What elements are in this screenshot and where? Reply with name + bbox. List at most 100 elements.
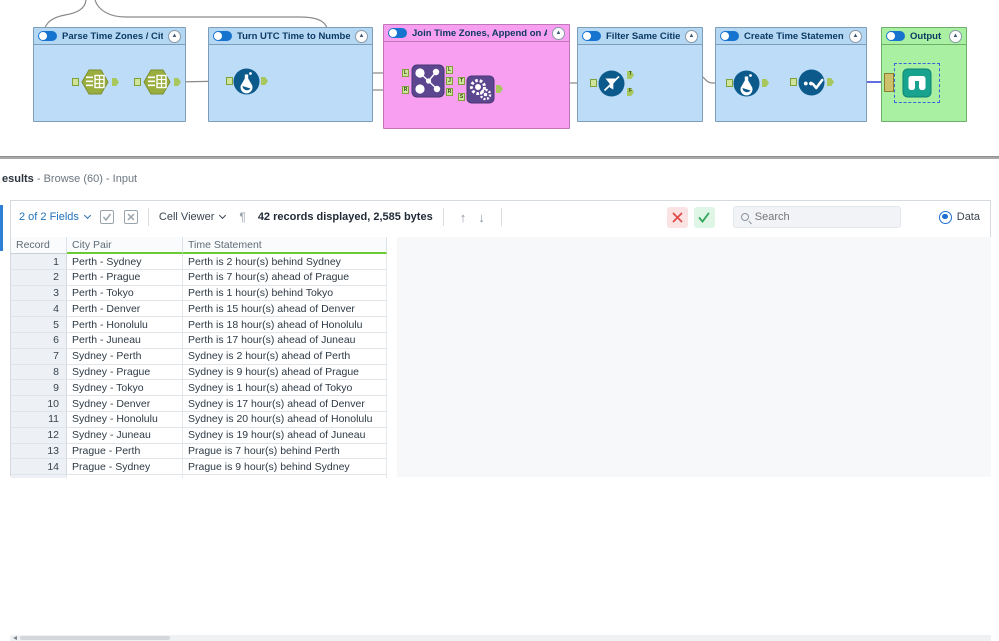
partial-row	[11, 475, 387, 479]
column-header-time-statement[interactable]: Time Statement	[183, 237, 387, 254]
collapse-button[interactable]: ▲	[355, 29, 368, 43]
table-row[interactable]: 11 Sydney - Honolulu Sydney is 20 hour(s…	[11, 411, 387, 428]
tool-output-anchor[interactable]	[496, 85, 503, 93]
tool-input-anchor[interactable]	[590, 79, 597, 87]
table-row[interactable]: 2 Perth - Prague Perth is 7 hour(s) ahea…	[11, 269, 387, 286]
tool-output-anchor[interactable]	[261, 77, 268, 85]
scroll-left-arrow-icon[interactable]	[13, 636, 17, 640]
tool-input-anchor[interactable]	[726, 79, 733, 87]
time-statement-cell: Sydney is 20 hour(s) ahead of Honolulu	[183, 411, 387, 428]
workflow-canvas[interactable]: Parse Time Zones / Cities ▲ Turn UTC Tim…	[0, 0, 999, 156]
chevron-down-icon	[219, 211, 227, 220]
join-output-right-anchor[interactable]: R	[446, 88, 453, 96]
record-count-label: 42 records displayed, 2,585 bytes	[257, 211, 433, 223]
browse-selection-box	[894, 63, 940, 103]
tool-output-anchor[interactable]	[762, 79, 769, 87]
join-output-left-anchor[interactable]: L	[446, 66, 453, 74]
scrollbar-thumb[interactable]	[20, 636, 170, 640]
city-pair-cell: Prague - Sydney	[67, 459, 183, 476]
time-statement-cell: Perth is 18 hour(s) ahead of Honolulu	[183, 317, 387, 333]
results-tab-indicator[interactable]	[0, 205, 3, 251]
tool-input-anchor[interactable]	[790, 78, 797, 86]
tool-input-anchor[interactable]	[72, 78, 79, 86]
time-statement-cell: Sydney is 19 hour(s) ahead of Juneau	[183, 427, 387, 444]
apply-button[interactable]	[693, 206, 715, 228]
container-output[interactable]: Output ▲	[881, 27, 967, 122]
collapse-button[interactable]: ▲	[849, 29, 862, 43]
collapse-button[interactable]: ▲	[949, 29, 962, 43]
whitespace-toggle-icon[interactable]: ¶	[239, 210, 246, 224]
join-input-left-anchor[interactable]: L	[402, 69, 409, 77]
search-box[interactable]	[732, 206, 901, 228]
container-enable-toggle[interactable]	[213, 31, 232, 41]
results-toolbar: 2 of 2 Fields Cell Viewer ¶ 42 records d…	[11, 201, 990, 233]
table-row[interactable]: 6 Perth - Juneau Perth is 17 hour(s) ahe…	[11, 332, 387, 349]
table-row[interactable]: 10 Sydney - Denver Sydney is 17 hour(s) …	[11, 396, 387, 412]
table-row[interactable]: 14 Prague - Sydney Prague is 9 hour(s) b…	[11, 459, 387, 476]
column-header-city-pair[interactable]: City Pair	[67, 237, 183, 254]
container-enable-toggle[interactable]	[720, 31, 739, 41]
formula-tool-2[interactable]	[733, 70, 760, 102]
city-pair-cell: Perth - Sydney	[67, 254, 183, 270]
browse-tool[interactable]	[902, 68, 932, 103]
horizontal-scrollbar[interactable]	[10, 635, 991, 641]
column-header-record[interactable]: Record	[11, 237, 67, 254]
append-source-anchor[interactable]: S	[458, 93, 465, 101]
table-row[interactable]: 8 Sydney - Prague Sydney is 9 hour(s) ah…	[11, 364, 387, 381]
tool-input-anchor[interactable]	[226, 77, 233, 85]
container-enable-toggle[interactable]	[38, 31, 57, 41]
table-row[interactable]: 13 Prague - Perth Prague is 7 hour(s) be…	[11, 443, 387, 460]
table-row[interactable]: 9 Sydney - Tokyo Sydney is 1 hour(s) ahe…	[11, 380, 387, 397]
filter-true-anchor[interactable]: T	[627, 71, 634, 79]
container-title: Filter Same Cities	[606, 30, 680, 42]
join-input-right-anchor[interactable]: R	[402, 86, 409, 94]
cell-viewer-dropdown[interactable]: Cell Viewer	[159, 211, 227, 223]
join-tool[interactable]	[411, 64, 445, 103]
deselect-checkbox-icon[interactable]	[123, 210, 138, 224]
time-statement-cell: Sydney is 17 hour(s) ahead of Denver	[183, 396, 387, 412]
select-all-checkbox-icon[interactable]	[99, 210, 114, 224]
collapse-button[interactable]: ▲	[685, 29, 698, 43]
table-row[interactable]: 7 Sydney - Perth Sydney is 2 hour(s) ahe…	[11, 348, 387, 365]
table-row[interactable]: 12 Sydney - Juneau Sydney is 19 hour(s) …	[11, 427, 387, 444]
collapse-button[interactable]: ▲	[552, 26, 565, 40]
results-panel: esults - Browse (60) - Input 2 of 2 Fiel…	[0, 159, 999, 641]
tool-output-anchor[interactable]	[112, 78, 119, 86]
collapse-button[interactable]: ▲	[168, 29, 181, 43]
filter-false-anchor[interactable]: F	[627, 88, 634, 96]
filter-tool[interactable]	[598, 70, 625, 102]
table-row[interactable]: 1 Perth - Sydney Perth is 2 hour(s) behi…	[11, 254, 387, 270]
fields-dropdown[interactable]: 2 of 2 Fields	[19, 211, 91, 223]
time-statement-cell: Prague is 7 hour(s) behind Perth	[183, 443, 387, 460]
arrow-up-icon[interactable]: ↑	[459, 209, 467, 225]
city-pair-cell: Sydney - Prague	[67, 364, 183, 381]
city-pair-cell: Prague - Perth	[67, 443, 183, 460]
panel-splitter[interactable]	[0, 156, 999, 159]
chevron-down-icon	[83, 211, 91, 220]
select-tool[interactable]	[798, 69, 825, 101]
cancel-button[interactable]	[666, 206, 688, 228]
append-target-anchor[interactable]: T	[458, 77, 465, 85]
tool-input-anchor[interactable]	[134, 78, 141, 86]
tool-output-anchor[interactable]	[174, 78, 181, 86]
tool-output-anchor[interactable]	[827, 78, 834, 86]
data-radio-button[interactable]	[938, 210, 952, 224]
container-enable-toggle[interactable]	[886, 31, 905, 41]
container-enable-toggle[interactable]	[388, 28, 407, 38]
append-fields-tool[interactable]	[466, 75, 495, 109]
container-enable-toggle[interactable]	[582, 31, 601, 41]
text-to-columns-tool-1[interactable]	[80, 67, 110, 102]
table-row[interactable]: 5 Perth - Honolulu Perth is 18 hour(s) a…	[11, 317, 387, 333]
join-output-join-anchor[interactable]: J	[446, 77, 453, 85]
table-row[interactable]: 4 Perth - Denver Perth is 15 hour(s) ahe…	[11, 301, 387, 318]
container-turn-utc[interactable]: Turn UTC Time to Number ▲	[208, 27, 373, 122]
arrow-down-icon[interactable]: ↓	[478, 209, 485, 225]
city-pair-cell: Perth - Honolulu	[67, 317, 183, 333]
search-input[interactable]	[754, 211, 875, 223]
text-to-columns-tool-2[interactable]	[142, 67, 172, 102]
table-row[interactable]: 3 Perth - Tokyo Perth is 1 hour(s) behin…	[11, 285, 387, 302]
browse-input-anchor[interactable]	[884, 73, 894, 92]
container-filter-same-cities[interactable]: Filter Same Cities ▲	[577, 27, 703, 122]
search-icon	[740, 213, 749, 221]
formula-tool-1[interactable]	[233, 68, 260, 100]
